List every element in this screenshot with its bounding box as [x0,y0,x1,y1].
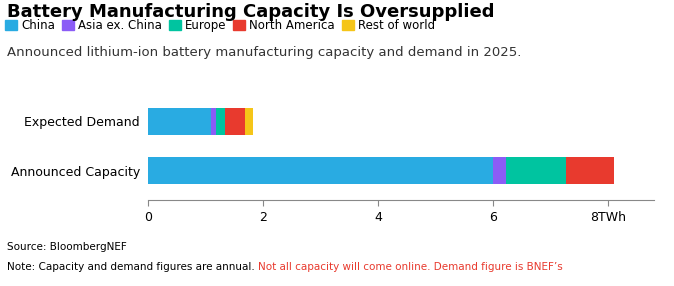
Bar [216,108,224,135]
Text: Not all capacity will come online. Demand figure is BNEF’s: Not all capacity will come online. Deman… [257,262,563,272]
Bar [224,108,245,135]
Bar [566,157,613,184]
Text: Note: Capacity and demand figures are annual.: Note: Capacity and demand figures are an… [7,262,257,272]
Legend: China, Asia ex. China, Europe, North America, Rest of world: China, Asia ex. China, Europe, North Ame… [5,19,435,32]
Bar [148,157,493,184]
Bar [493,157,506,184]
Text: Source: BloombergNEF: Source: BloombergNEF [7,242,127,252]
Text: Announced lithium-ion battery manufacturing capacity and demand in 2025.: Announced lithium-ion battery manufactur… [7,46,521,59]
Bar [245,108,253,135]
Bar [212,108,216,135]
Text: Battery Manufacturing Capacity Is Oversupplied: Battery Manufacturing Capacity Is Oversu… [7,3,494,21]
Bar [148,108,212,135]
Bar [506,157,566,184]
